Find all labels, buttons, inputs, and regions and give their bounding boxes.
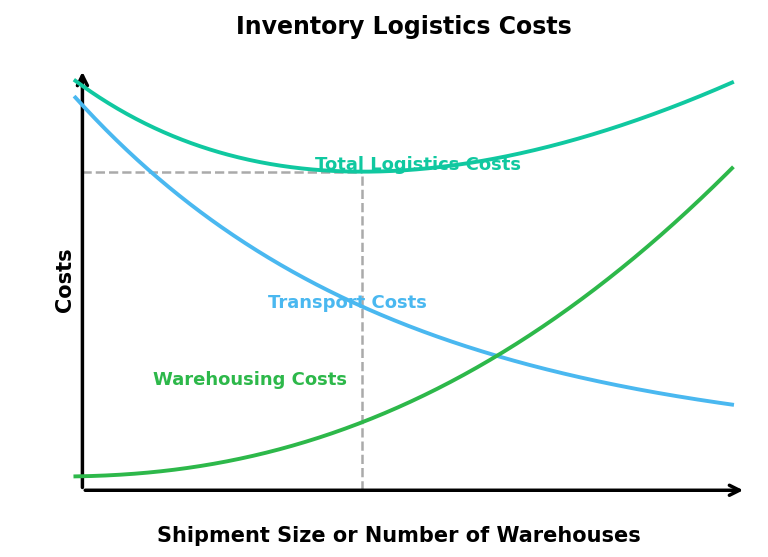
Title: Inventory Logistics Costs: Inventory Logistics Costs: [236, 15, 571, 39]
Text: Warehousing Costs: Warehousing Costs: [153, 372, 347, 389]
Text: Total Logistics Costs: Total Logistics Costs: [315, 156, 521, 174]
Text: Transport Costs: Transport Costs: [269, 294, 427, 311]
Text: Costs: Costs: [55, 247, 75, 312]
Text: Shipment Size or Number of Warehouses: Shipment Size or Number of Warehouses: [157, 526, 641, 546]
